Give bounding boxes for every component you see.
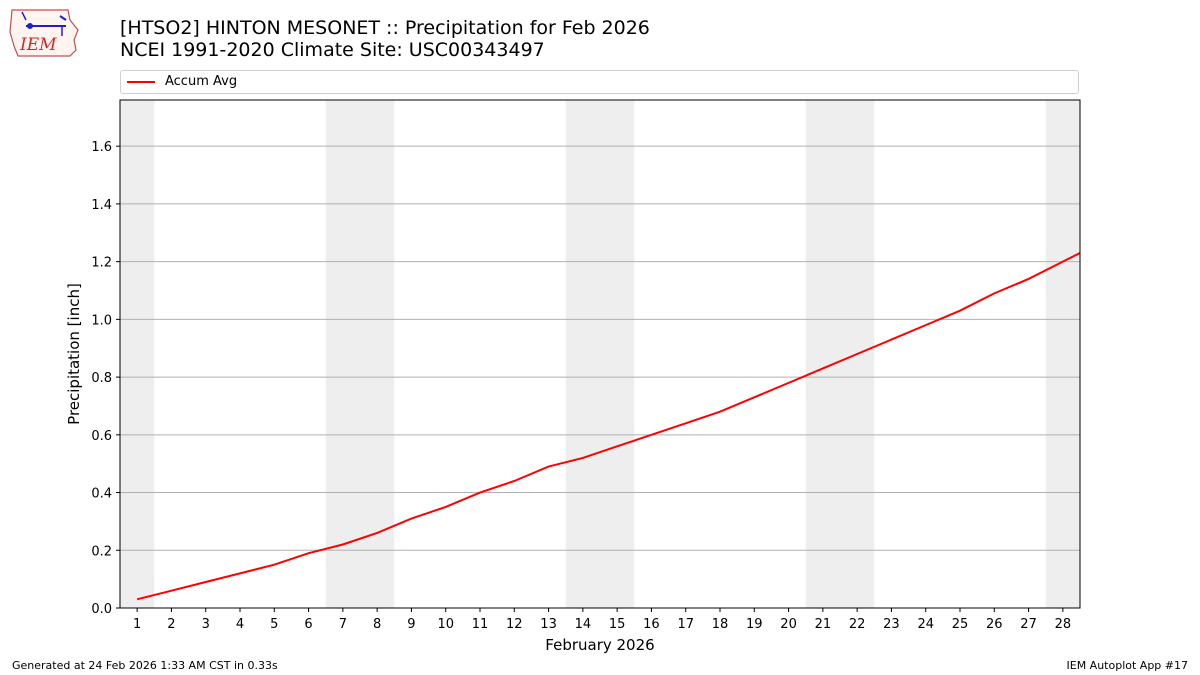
x-tick-label: 1 [133, 617, 141, 632]
x-tick-label: 5 [270, 617, 278, 632]
x-tick-label: 12 [506, 617, 523, 632]
y-tick-label: 1.0 [91, 313, 112, 328]
legend-swatch [127, 81, 155, 83]
weekend-shading [120, 100, 1080, 608]
x-tick-label: 23 [883, 617, 900, 632]
app-credit: IEM Autoplot App #17 [1066, 659, 1189, 672]
x-tick-label: 2 [167, 617, 175, 632]
title-line-1: [HTSO2] HINTON MESONET :: Precipitation … [120, 17, 650, 39]
x-tick-label: 25 [952, 617, 969, 632]
x-tick-label: 13 [540, 617, 557, 632]
iem-logo: IEM [9, 9, 79, 57]
x-tick-label: 19 [746, 617, 763, 632]
x-tick-label: 4 [236, 617, 244, 632]
y-tick-label: 0.2 [91, 544, 112, 559]
y-axis: 0.0 0.2 0.4 0.6 0.8 1.0 1.2 1.4 1.6 [91, 140, 120, 617]
y-tick-label: 1.6 [91, 140, 112, 155]
x-tick-label: 28 [1055, 617, 1072, 632]
chart-title: [HTSO2] HINTON MESONET :: Precipitation … [120, 17, 650, 61]
weekend-band [805, 100, 875, 608]
weekend-band [565, 100, 635, 608]
y-tick-label: 0.4 [91, 487, 112, 502]
y-tick-label: 0.8 [91, 371, 112, 386]
generated-timestamp: Generated at 24 Feb 2026 1:33 AM CST in … [12, 659, 278, 672]
y-tick-label: 0.6 [91, 429, 112, 444]
x-tick-label: 18 [712, 617, 729, 632]
x-axis-label: February 2026 [545, 636, 654, 654]
x-tick-label: 6 [304, 617, 312, 632]
grid-lines [120, 145, 1080, 551]
weekend-band [120, 100, 155, 608]
x-tick-label: 24 [917, 617, 934, 632]
x-tick-label: 20 [780, 617, 797, 632]
y-tick-label: 1.2 [91, 256, 112, 271]
x-tick-label: 22 [849, 617, 866, 632]
x-tick-label: 7 [339, 617, 347, 632]
weather-station-icon [21, 11, 67, 36]
logo-text: IEM [19, 35, 57, 55]
x-tick-label: 9 [407, 617, 415, 632]
series-layer [136, 252, 1081, 601]
x-tick-label: 21 [815, 617, 832, 632]
x-axis: 1 2 3 4 5 6 7 8 9 10 11 12 13 14 15 16 17 18 19 20 21 22 23 24 2… [133, 608, 1071, 632]
title-line-2: NCEI 1991-2020 Climate Site: USC00343497 [120, 39, 545, 61]
plot-frame [119, 99, 1081, 609]
legend: Accum Avg [120, 70, 1079, 94]
x-tick-label: 10 [437, 617, 454, 632]
weekend-band [325, 100, 395, 608]
x-tick-label: 15 [609, 617, 626, 632]
y-axis-label: Precipitation [inch] [65, 283, 83, 425]
series-line-accum-avg [136, 252, 1081, 601]
y-tick-label: 0.0 [91, 602, 112, 617]
x-tick-label: 26 [986, 617, 1003, 632]
x-tick-label: 3 [202, 617, 210, 632]
x-tick-label: 27 [1020, 617, 1037, 632]
x-tick-label: 17 [677, 617, 694, 632]
y-tick-label: 1.4 [91, 198, 112, 213]
x-tick-label: 8 [373, 617, 381, 632]
legend-label: Accum Avg [165, 74, 238, 89]
x-tick-label: 14 [575, 617, 592, 632]
x-tick-label: 11 [472, 617, 489, 632]
weekend-band [1045, 100, 1080, 608]
x-tick-label: 16 [643, 617, 660, 632]
